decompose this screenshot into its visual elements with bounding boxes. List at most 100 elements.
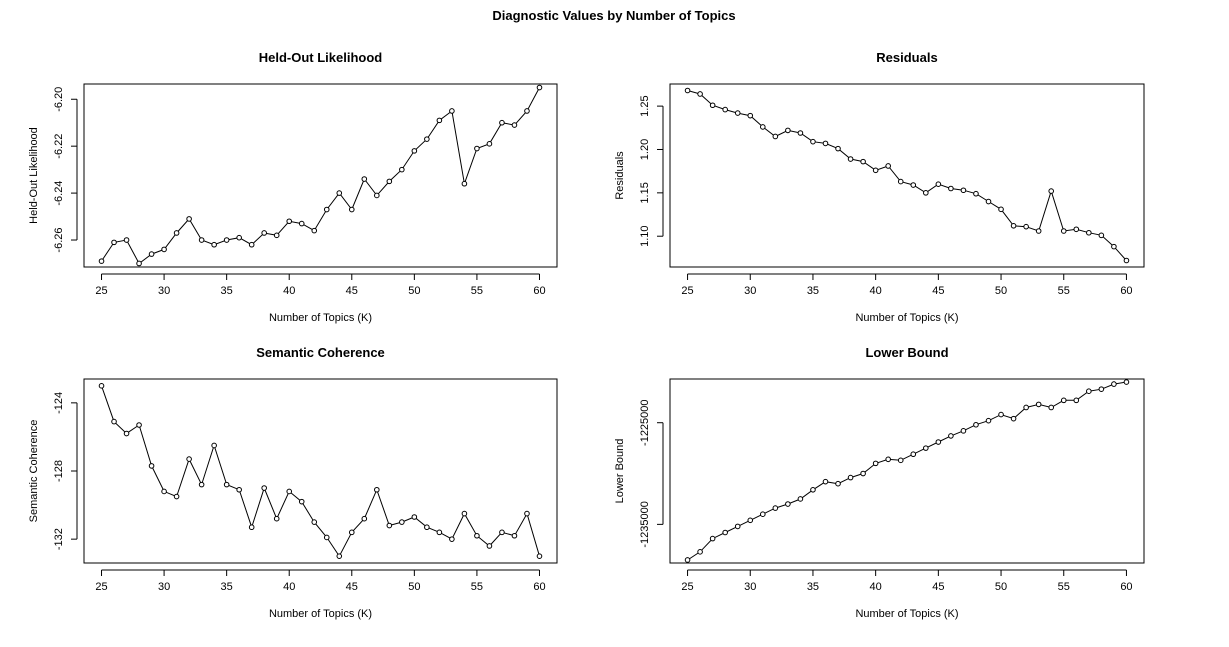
data-point — [810, 138, 816, 145]
data-point — [860, 158, 866, 165]
data-point — [684, 557, 691, 563]
data-point — [123, 237, 130, 243]
data-point — [474, 532, 480, 539]
data-point — [1010, 223, 1017, 229]
x-tick-label: 25 — [95, 581, 107, 593]
y-tick-label: -1225000 — [639, 399, 651, 446]
data-point — [161, 488, 167, 495]
figure-title: Diagnostic Values by Number of Topics — [492, 8, 735, 23]
data-point — [910, 451, 917, 458]
data-point — [822, 140, 829, 147]
data-point — [1086, 388, 1092, 394]
data-point — [323, 534, 330, 541]
data-point — [323, 206, 330, 213]
data-point — [98, 258, 105, 264]
y-tick-label: -6.22 — [53, 134, 65, 159]
x-tick-label: 45 — [346, 285, 358, 297]
data-point — [734, 523, 741, 530]
data-point — [399, 166, 405, 173]
data-point — [111, 418, 117, 425]
data-point — [148, 463, 155, 469]
data-point — [98, 383, 105, 389]
data-point — [948, 433, 954, 439]
data-point — [697, 91, 703, 97]
data-point — [536, 553, 543, 559]
x-axis-label: Number of Topics (K) — [855, 608, 958, 620]
data-point — [486, 141, 493, 147]
series-line — [687, 90, 1127, 261]
x-tick-label: 40 — [870, 285, 882, 297]
y-tick-label: -128 — [53, 460, 65, 482]
data-point — [1048, 404, 1055, 411]
data-point — [935, 181, 942, 187]
data-point — [1098, 386, 1105, 392]
data-point — [985, 417, 992, 424]
y-axis-label: Semantic Coherence — [28, 420, 40, 523]
data-point — [461, 180, 468, 187]
data-point — [910, 182, 917, 188]
data-point — [211, 241, 217, 248]
data-point — [1123, 379, 1130, 385]
data-point — [411, 148, 418, 154]
x-tick-label: 30 — [158, 285, 170, 297]
data-point — [449, 108, 455, 114]
x-tick-label: 60 — [533, 581, 545, 593]
data-point — [424, 524, 430, 531]
x-axis-label: Number of Topics (K) — [855, 312, 958, 324]
data-point — [136, 260, 142, 267]
data-point — [511, 122, 518, 128]
y-tick-label: -6.26 — [53, 227, 65, 252]
panel-title: Residuals — [876, 50, 937, 65]
y-tick-label: 1.20 — [639, 139, 651, 160]
data-point — [985, 198, 992, 205]
x-tick-label: 35 — [807, 581, 819, 593]
data-point — [1035, 401, 1042, 408]
data-point — [361, 515, 368, 522]
data-point — [173, 493, 180, 500]
data-point — [411, 514, 418, 520]
x-tick-label: 55 — [471, 285, 483, 297]
data-point — [835, 145, 841, 152]
data-point — [1048, 188, 1055, 194]
data-point — [424, 136, 430, 142]
data-point — [449, 536, 455, 542]
panel-4: Lower Bound 25 30 35 40 45 50 55 60 -1235000 -1225… — [614, 345, 1145, 620]
x-tick-label: 30 — [744, 285, 756, 297]
plot-frame — [669, 378, 1145, 564]
panel-title: Semantic Coherence — [256, 345, 385, 360]
x-tick-label: 40 — [283, 581, 295, 593]
data-point — [772, 505, 779, 511]
data-point — [885, 163, 891, 169]
data-point — [198, 481, 205, 488]
data-point — [348, 529, 355, 536]
data-point — [897, 178, 904, 185]
data-point — [935, 439, 942, 445]
data-point — [336, 553, 343, 559]
data-point — [524, 510, 530, 517]
data-point — [311, 519, 318, 525]
x-axis-label: Number of Topics (K) — [269, 312, 372, 324]
data-point — [885, 456, 891, 463]
data-point — [248, 241, 255, 248]
data-point — [298, 498, 305, 505]
data-point — [273, 232, 280, 239]
data-point — [1060, 228, 1067, 234]
data-point — [1023, 404, 1029, 411]
data-point — [797, 130, 804, 136]
data-point — [461, 510, 468, 517]
data-point — [734, 110, 741, 116]
x-tick-label: 35 — [221, 285, 233, 297]
data-point — [524, 108, 530, 114]
x-tick-label: 35 — [807, 285, 819, 297]
data-point — [759, 124, 766, 130]
data-point — [960, 187, 967, 194]
y-axis-label: Lower Bound — [614, 439, 626, 504]
data-point — [1035, 228, 1042, 234]
data-point — [772, 133, 779, 140]
data-point — [960, 428, 967, 434]
data-point — [835, 480, 841, 487]
x-tick-label: 25 — [681, 581, 693, 593]
data-point — [1111, 243, 1117, 250]
x-tick-label: 50 — [995, 581, 1007, 593]
x-tick-label: 45 — [932, 581, 944, 593]
